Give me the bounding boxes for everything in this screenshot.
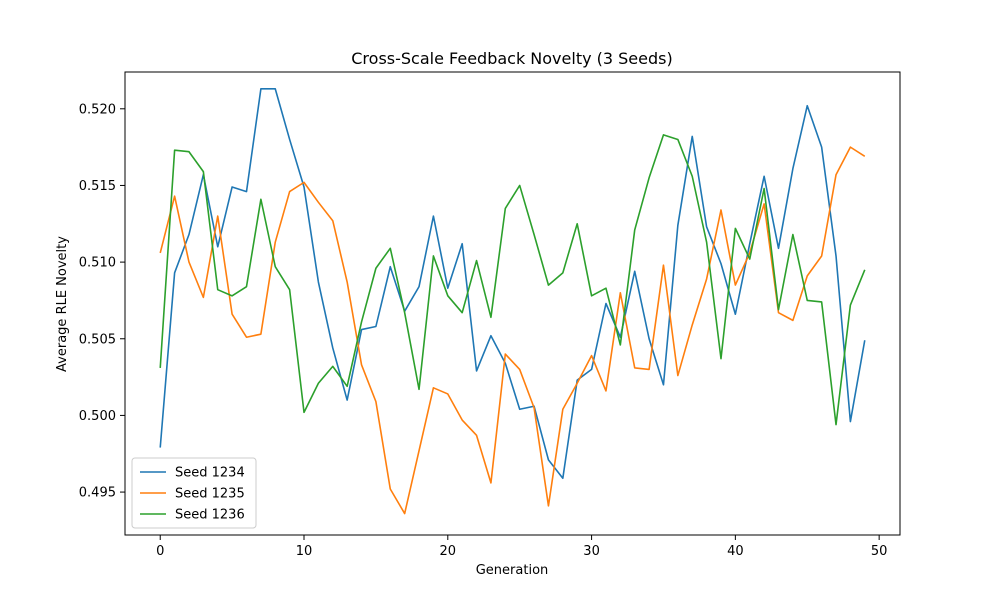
y-tick-label: 0.520 <box>79 102 116 117</box>
x-tick-label: 40 <box>727 544 744 559</box>
legend-box <box>131 457 257 529</box>
legend-label: Seed 1235 <box>175 487 245 502</box>
legend: Seed 1234 Seed 1235 Seed 1236 <box>131 457 257 529</box>
x-tick-label: 50 <box>871 544 888 559</box>
y-tick-label: 0.505 <box>79 332 116 347</box>
x-axis-label: Generation <box>476 563 549 578</box>
y-tick-label: 0.515 <box>79 179 116 194</box>
x-tick-label: 30 <box>583 544 600 559</box>
legend-item: Seed 1236 <box>140 508 245 523</box>
chart-title: Cross-Scale Feedback Novelty (3 Seeds) <box>351 49 672 68</box>
y-tick-label: 0.495 <box>79 486 116 501</box>
series-line-3 <box>159 134 866 426</box>
x-tick-label: 20 <box>440 544 457 559</box>
legend-label: Seed 1234 <box>175 466 245 481</box>
x-tick-label: 10 <box>296 544 313 559</box>
y-axis: 0.495 0.500 0.505 0.510 0.515 0.520 <box>79 102 125 501</box>
y-tick-label: 0.500 <box>79 409 116 424</box>
y-axis-label: Average RLE Novelty <box>55 236 70 372</box>
y-tick-label: 0.510 <box>79 256 116 271</box>
x-axis: 0 10 20 30 40 50 <box>156 535 887 559</box>
legend-label: Seed 1236 <box>175 508 245 523</box>
x-tick-label: 0 <box>156 544 164 559</box>
series-layer <box>159 88 866 515</box>
series-line-2 <box>159 146 866 515</box>
legend-item: Seed 1235 <box>140 487 245 502</box>
legend-item: Seed 1234 <box>140 466 245 481</box>
